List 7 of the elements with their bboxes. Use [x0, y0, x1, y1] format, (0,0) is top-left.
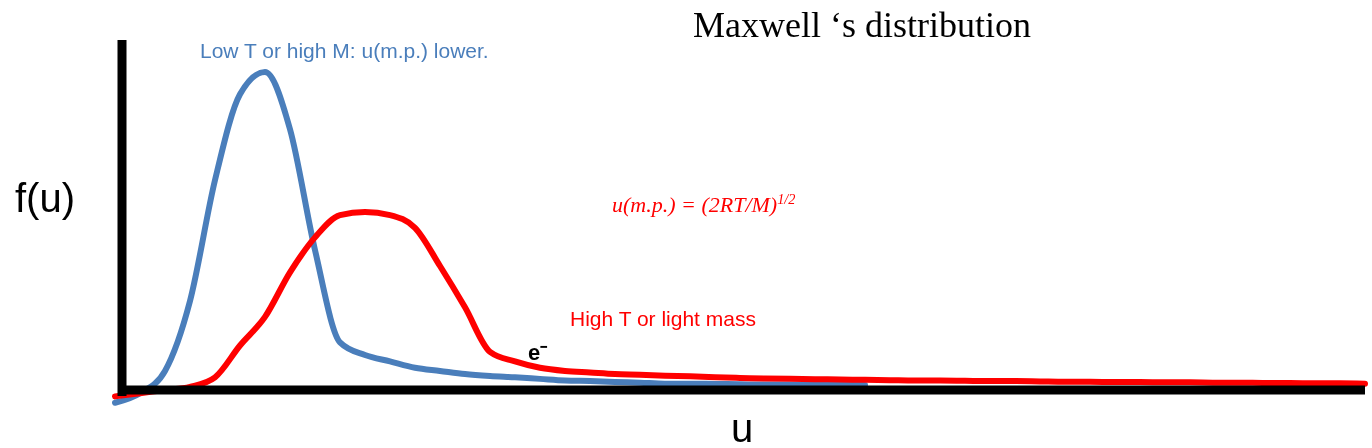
y-axis-title: f(u)	[15, 176, 75, 220]
x-axis-title: u	[730, 406, 754, 448]
series-label: High T or light mass	[570, 307, 756, 330]
annotation: u(m.p.) = (2RT/M)$^{1/2}$	[612, 191, 796, 217]
chart-title: Maxwell ‘s distribution	[693, 5, 1031, 45]
annotation: e⁻	[528, 340, 549, 365]
text: Low T or high M: u(m.p.) lower.	[200, 39, 489, 62]
